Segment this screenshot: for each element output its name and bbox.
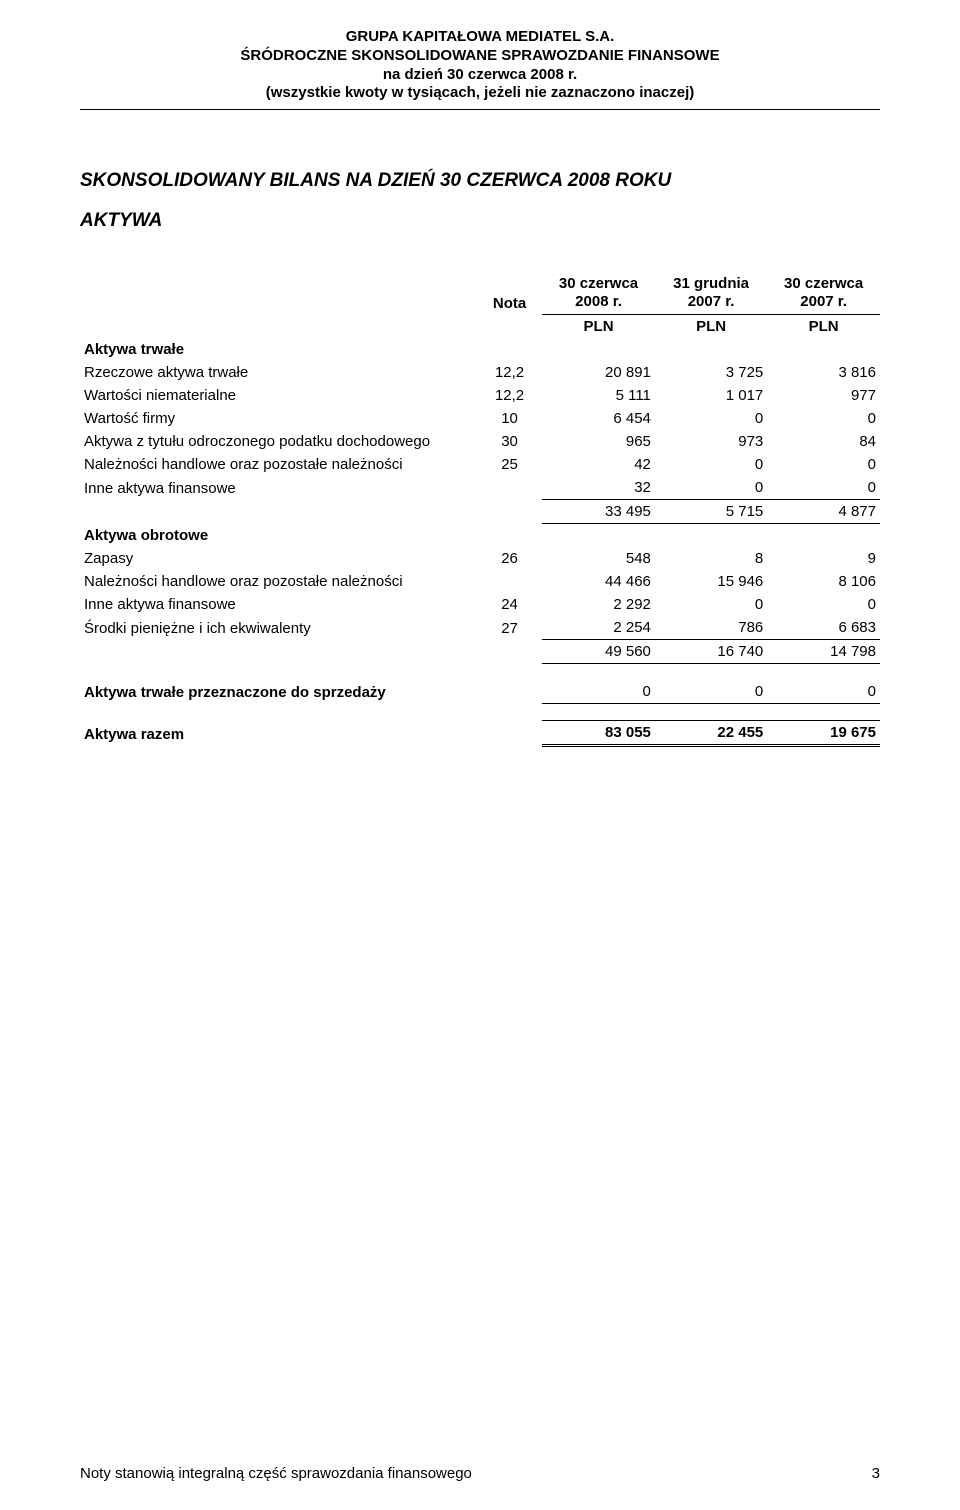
balance-sheet-table: Nota 30 czerwca 2008 r. 31 grudnia 2007 … — [80, 272, 880, 747]
page-number: 3 — [872, 1465, 880, 1482]
col-header-2: 31 grudnia 2007 r. — [655, 272, 767, 315]
table-row: Wartość firmy 10 6 454 0 0 — [80, 407, 880, 430]
table-row: Wartości niematerialne 12,2 5 111 1 017 … — [80, 384, 880, 407]
currency-2: PLN — [655, 315, 767, 339]
table-row: Środki pieniężne i ich ekwiwalenty 27 2 … — [80, 616, 880, 640]
table-row: Należności handlowe oraz pozostałe należ… — [80, 453, 880, 476]
subtotal-obrotowe: 49 560 16 740 14 798 — [80, 640, 880, 664]
header-rule — [80, 109, 880, 110]
currency-1: PLN — [542, 315, 655, 339]
col-header-3: 30 czerwca 2007 r. — [767, 272, 880, 315]
table-row: Rzeczowe aktywa trwałe 12,2 20 891 3 725… — [80, 361, 880, 384]
section-obrotowe: Aktywa obrotowe — [80, 524, 880, 548]
section-przeznaczone: Aktywa trwałe przeznaczone do sprzedaży … — [80, 680, 880, 704]
table-row: Należności handlowe oraz pozostałe należ… — [80, 570, 880, 593]
header-line-3: na dzień 30 czerwca 2008 r. — [80, 66, 880, 85]
subtotal-trwale: 33 495 5 715 4 877 — [80, 500, 880, 524]
header-line-2: ŚRÓDROCZNE SKONSOLIDOWANE SPRAWOZDANIE F… — [80, 47, 880, 66]
header-line-1: GRUPA KAPITAŁOWA MEDIATEL S.A. — [80, 28, 880, 47]
table-row: Aktywa z tytułu odroczonego podatku doch… — [80, 430, 880, 453]
page: GRUPA KAPITAŁOWA MEDIATEL S.A. ŚRÓDROCZN… — [0, 0, 960, 1510]
header-line-4: (wszystkie kwoty w tysiącach, jeżeli nie… — [80, 84, 880, 103]
currency-row: PLN PLN PLN — [80, 315, 880, 339]
table-header-row: Nota 30 czerwca 2008 r. 31 grudnia 2007 … — [80, 272, 880, 315]
page-footer: Noty stanowią integralną część sprawozda… — [80, 1465, 880, 1482]
table-row: Inne aktywa finansowe 32 0 0 — [80, 476, 880, 500]
col-header-1: 30 czerwca 2008 r. — [542, 272, 655, 315]
table-row: Inne aktywa finansowe 24 2 292 0 0 — [80, 593, 880, 616]
currency-3: PLN — [767, 315, 880, 339]
table-row: Zapasy 26 548 8 9 — [80, 547, 880, 570]
col-header-nota: Nota — [477, 272, 542, 315]
page-title: SKONSOLIDOWANY BILANS NA DZIEŃ 30 CZERWC… — [80, 170, 880, 192]
page-subtitle: AKTYWA — [80, 210, 880, 232]
footer-note: Noty stanowią integralną część sprawozda… — [80, 1465, 472, 1482]
total-row: Aktywa razem 83 055 22 455 19 675 — [80, 721, 880, 746]
document-header: GRUPA KAPITAŁOWA MEDIATEL S.A. ŚRÓDROCZN… — [80, 28, 880, 103]
section-trwale: Aktywa trwałe — [80, 338, 880, 361]
